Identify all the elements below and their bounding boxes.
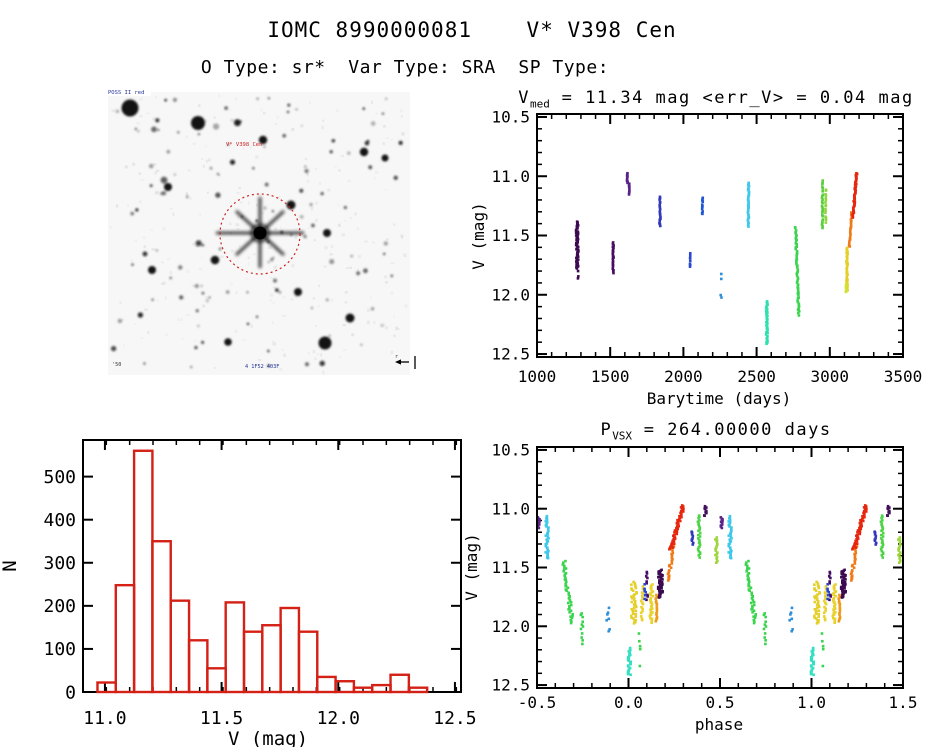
svg-text:500: 500 [43,467,76,488]
svg-text:10.5: 10.5 [491,441,530,460]
svg-text:11.5: 11.5 [200,708,243,729]
phase-title-base: P [600,420,613,440]
svg-text:11.5: 11.5 [491,226,530,245]
svg-text:11.0: 11.0 [491,167,530,186]
lightcurve-data-points [574,171,859,346]
target-marker-circle [219,193,301,275]
svg-text:100: 100 [43,639,76,660]
lightcurve-axes [536,113,904,358]
svg-text:11.5: 11.5 [491,558,530,577]
svg-text:phase: phase [695,715,743,734]
svg-text:2500: 2500 [737,367,776,386]
phase-title-rest: = 264.00000 days [632,420,832,440]
svg-text:12.5: 12.5 [433,708,476,729]
svg-text:1.0: 1.0 [797,693,826,712]
svg-text:10.5: 10.5 [491,108,530,127]
phase-title-sub: VSX [612,429,633,443]
east-arrow-icon: r [395,354,416,369]
svg-text:12.0: 12.0 [317,708,360,729]
histogram-tick-labels: 11.0 11.5 12.0 12.5 0 100 200 300 400 500 [43,467,476,729]
svg-text:1.5: 1.5 [889,693,918,712]
svg-text:r: r [395,354,398,360]
svg-text:12.5: 12.5 [491,345,530,364]
lightcurve-tick-labels: 1000 1500 2000 2500 3000 3500 10.5 11.0 11.5 12.0… [491,108,922,386]
svg-text:-0.5: -0.5 [518,693,557,712]
svg-text:0: 0 [65,682,76,703]
phased-data-points [538,504,902,677]
finder-label-top-left: POSS II red [108,90,144,96]
finder-chart-image: POSS II red V* V398 Cen 4 1F52 403F '50 r [107,87,416,375]
histogram-axis-titles: V (mag) N [0,560,308,747]
phased-axes [536,446,904,689]
page-subtitle: O Type: sr* Var Type: SRA SP Type: [200,57,610,78]
finder-label-bottom-left: '50 [112,362,121,368]
svg-text:Barytime (days): Barytime (days) [647,389,792,408]
finder-noise [111,94,408,375]
finder-label-bottom: 4 1F52 403F [245,364,279,370]
phased-tick-labels: -0.5 0.0 0.5 1.0 1.5 10.5 11.0 11.5 12.0 12.5 [491,441,917,712]
svg-text:400: 400 [43,510,76,531]
star-field [111,97,403,369]
target-star [216,197,304,268]
svg-text:11.0: 11.0 [491,499,530,518]
phase-plot-title: PVSX = 264.00000 days [600,420,831,442]
finder-label-target: V* V398 Cen [226,142,262,148]
histogram-bars [96,449,429,694]
svg-text:11.0: 11.0 [83,708,126,729]
svg-text:0.0: 0.0 [614,693,643,712]
svg-text:V (mag): V (mag) [469,202,488,269]
lightcurve-axis-titles: Barytime (days) V (mag) [469,202,791,408]
phased-axis-titles: phase V (mag) [462,533,743,734]
svg-text:3500: 3500 [884,367,923,386]
lightcurve-title-sub: med [530,97,550,111]
lightcurve-title-rest: = 11.34 mag <err_V> = 0.04 mag [549,88,914,108]
svg-text:0.5: 0.5 [706,693,735,712]
svg-text:1000: 1000 [518,367,557,386]
svg-text:2000: 2000 [664,367,703,386]
svg-text:V (mag): V (mag) [462,533,481,600]
svg-text:3000: 3000 [811,367,850,386]
finder-label-backplate [107,87,151,96]
page-title: IOMC 8990000081 V* V398 Cen [267,18,677,42]
svg-text:12.0: 12.0 [491,285,530,304]
svg-text:12.0: 12.0 [491,617,530,636]
svg-text:12.5: 12.5 [491,676,530,695]
svg-text:200: 200 [43,596,76,617]
lightcurve-title: Vmed = 11.34 mag <err_V> = 0.04 mag [518,88,913,110]
svg-text:1500: 1500 [591,367,630,386]
svg-text:300: 300 [43,553,76,574]
lightcurve-title-base: V [518,88,531,108]
svg-text:N: N [0,560,21,571]
svg-text:V (mag): V (mag) [228,728,308,747]
